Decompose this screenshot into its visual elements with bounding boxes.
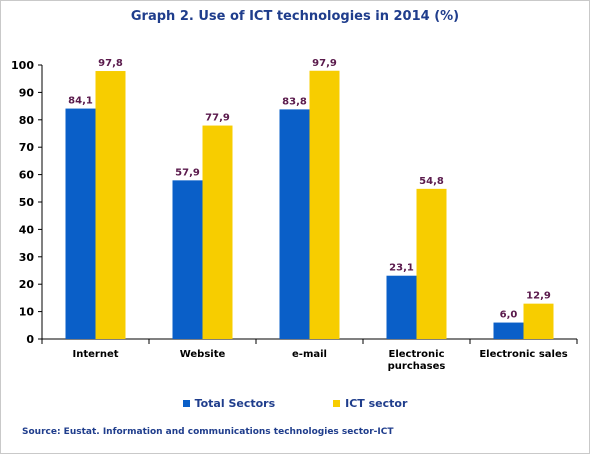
bar-total-sectors xyxy=(279,109,310,339)
chart-title: Graph 2. Use of ICT technologies in 2014… xyxy=(130,9,460,24)
x-tick-label: Electronic sales xyxy=(479,349,567,360)
y-tick-label: 50 xyxy=(19,196,35,209)
x-tick-label: Internet xyxy=(72,349,118,360)
legend-swatch-ict-sector xyxy=(333,400,341,407)
data-label-ict-sector: 12,9 xyxy=(526,291,551,302)
x-tick-label: purchases xyxy=(388,361,446,372)
legend-item-total-sectors: Total Sectors xyxy=(182,397,276,410)
x-tick-label: Website xyxy=(180,349,226,360)
bar-ict-sector xyxy=(202,125,233,339)
data-label-total-sectors: 57,9 xyxy=(175,167,200,178)
chart-legend: Total Sectors ICT sector xyxy=(0,397,590,410)
bar-total-sectors xyxy=(493,322,524,339)
data-label-total-sectors: 84,1 xyxy=(68,96,93,107)
bar-total-sectors xyxy=(65,108,96,339)
y-tick-label: 30 xyxy=(19,251,35,264)
y-tick-label: 70 xyxy=(19,141,35,154)
data-label-ict-sector: 77,9 xyxy=(205,113,230,124)
bar-ict-sector xyxy=(95,71,126,339)
bar-total-sectors xyxy=(172,180,203,339)
x-tick-label: Electronic xyxy=(388,349,444,360)
y-tick-label: 0 xyxy=(26,333,34,346)
y-tick-label: 60 xyxy=(19,169,35,182)
bar-ict-sector xyxy=(309,70,340,339)
data-label-ict-sector: 54,8 xyxy=(419,176,444,187)
y-tick-label: 90 xyxy=(19,86,35,99)
bar-total-sectors xyxy=(386,275,417,339)
y-tick-label: 20 xyxy=(19,278,35,291)
legend-label-total-sectors: Total Sectors xyxy=(194,397,276,410)
bar-ict-sector xyxy=(416,188,447,339)
y-tick-label: 40 xyxy=(19,223,35,236)
y-tick-label: 10 xyxy=(19,306,35,319)
data-label-ict-sector: 97,8 xyxy=(98,58,123,69)
bar-ict-sector xyxy=(523,303,554,339)
x-tick-label: e-mail xyxy=(292,349,327,360)
data-label-total-sectors: 6,0 xyxy=(500,310,518,321)
legend-item-ict-sector: ICT sector xyxy=(333,397,407,410)
y-tick-label: 80 xyxy=(19,114,35,127)
legend-swatch-total-sectors xyxy=(182,400,190,407)
data-label-total-sectors: 23,1 xyxy=(389,263,414,274)
data-label-total-sectors: 83,8 xyxy=(282,96,307,107)
source-note: Source: Eustat. Information and communic… xyxy=(22,427,394,437)
y-tick-label: 100 xyxy=(11,59,34,72)
legend-label-ict-sector: ICT sector xyxy=(345,397,408,410)
data-label-ict-sector: 97,9 xyxy=(312,58,337,69)
